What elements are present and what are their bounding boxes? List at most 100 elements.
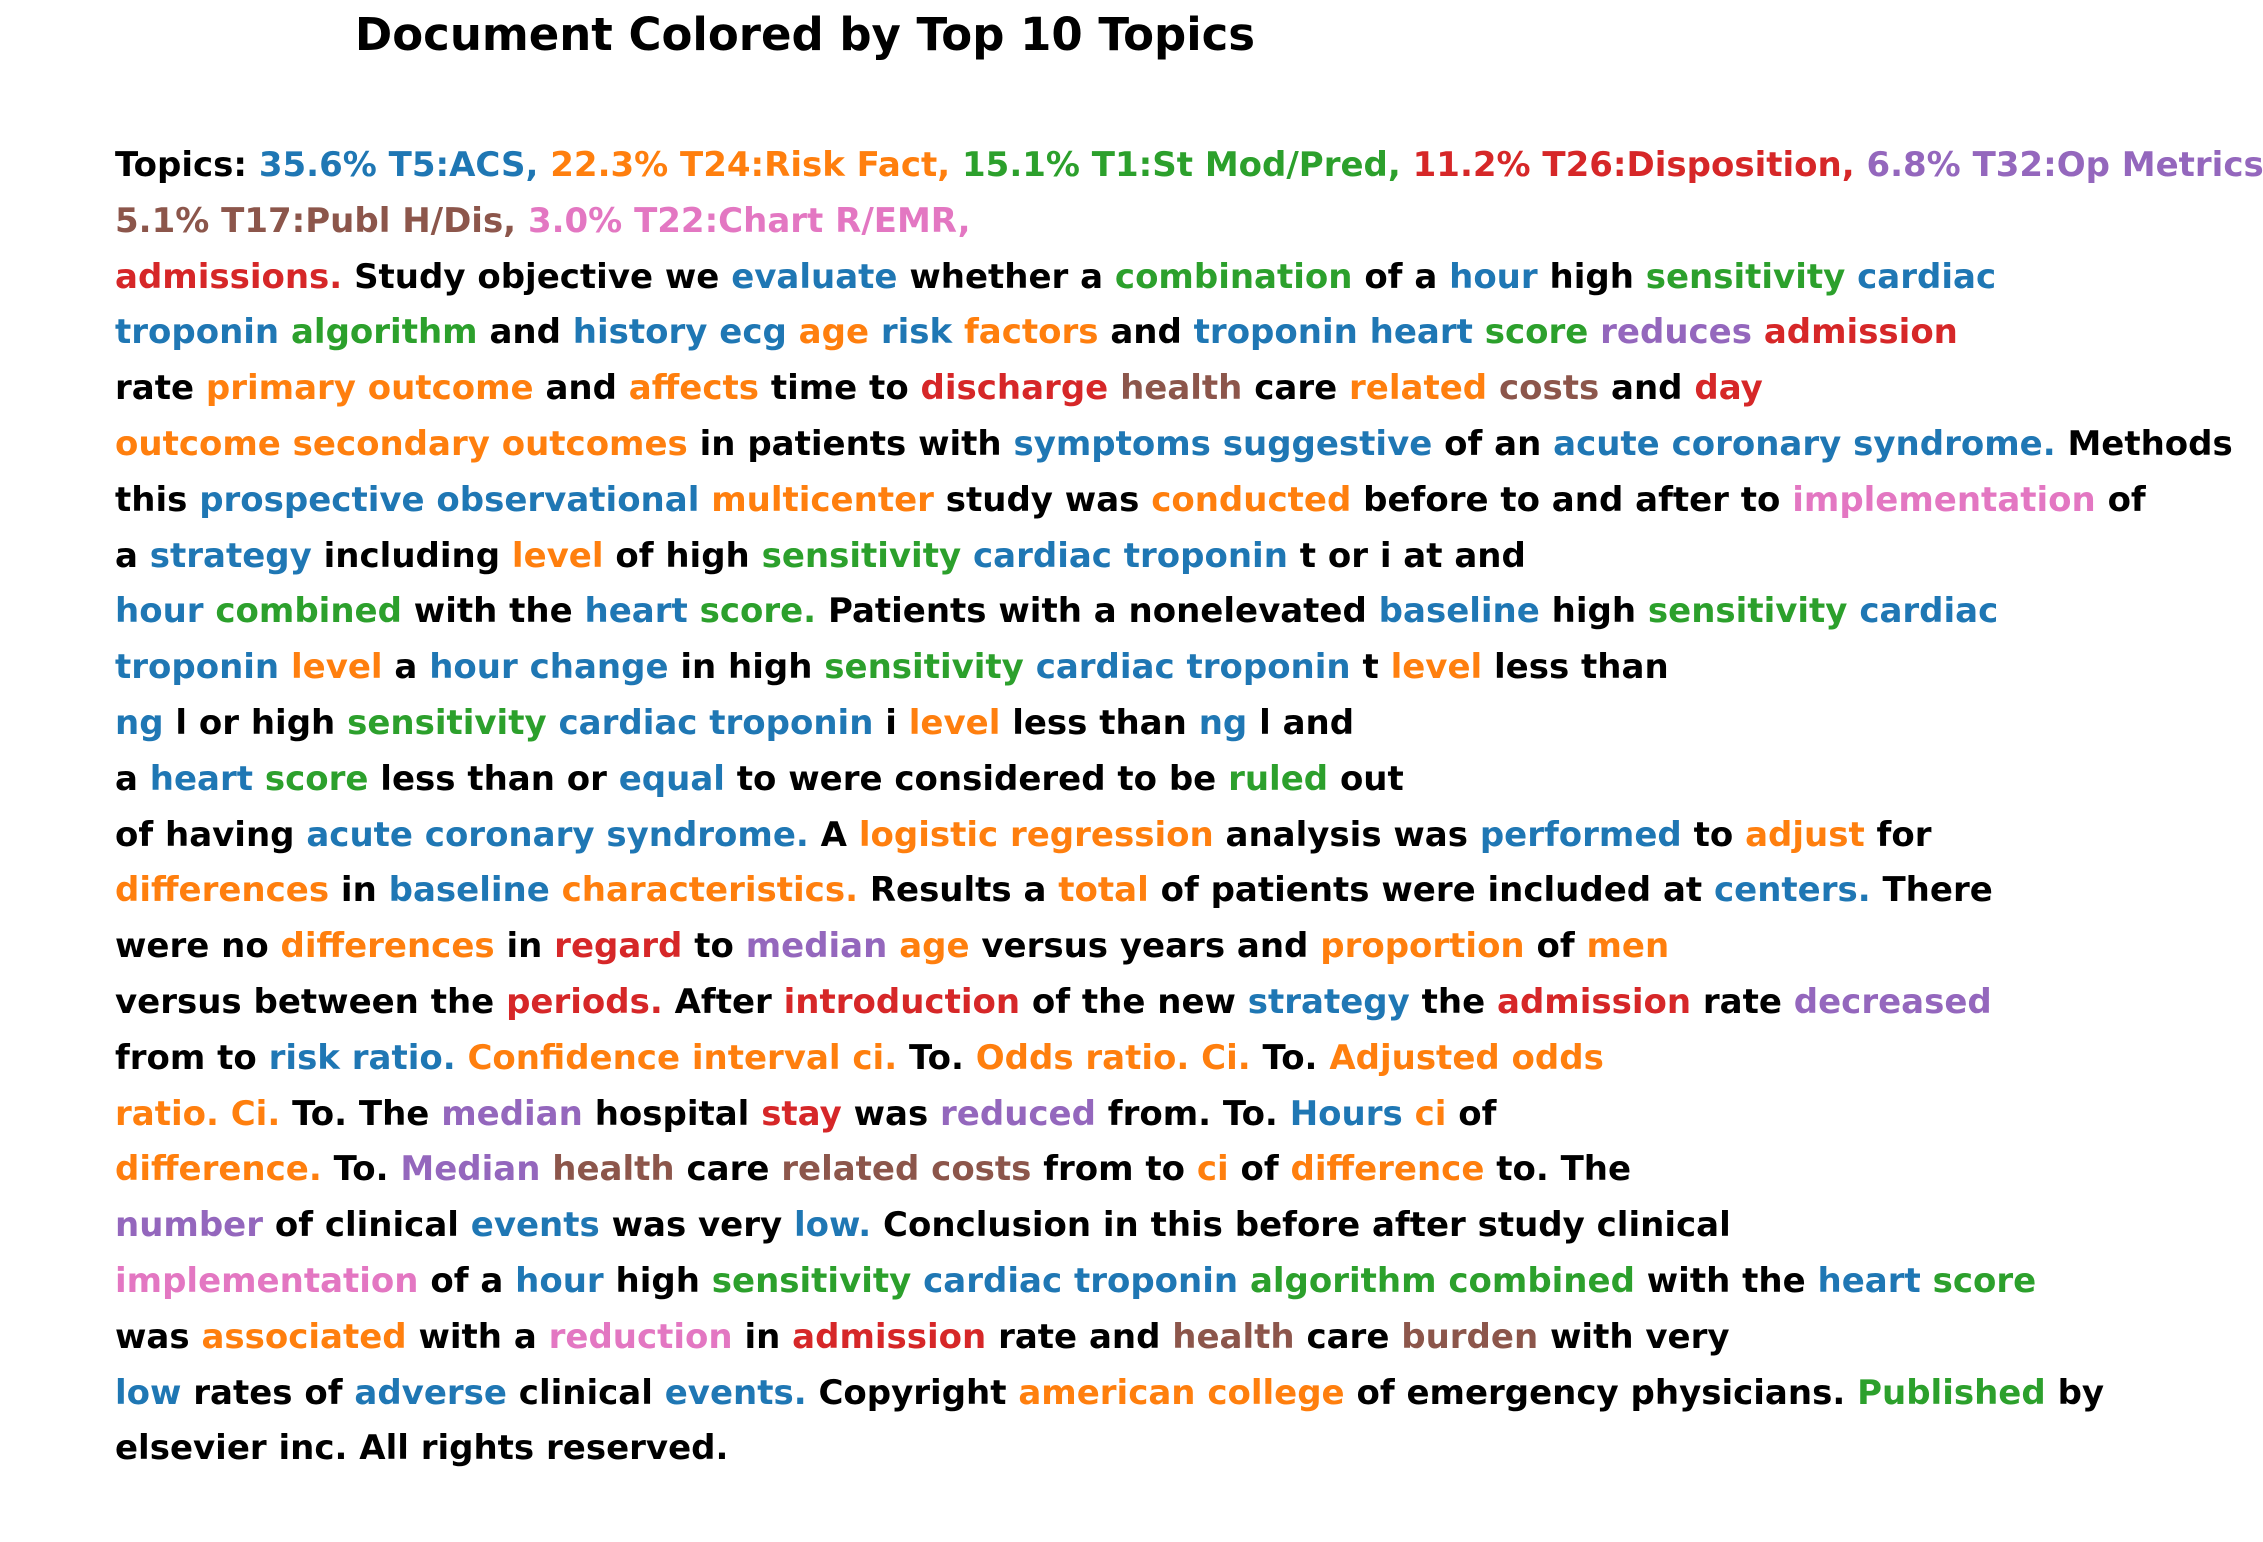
topic-word-brown: related costs — [781, 1149, 1032, 1190]
topic-word-orange: level — [908, 702, 1001, 743]
topic-word-orange: related — [1349, 368, 1488, 409]
topic-word-brown: health — [552, 1149, 675, 1190]
plain-text-segment: high — [1551, 591, 1637, 632]
topic-word-orange: Adjusted odds — [1329, 1037, 1604, 1078]
topic-word-purple: number — [115, 1205, 264, 1246]
topic-word-purple: Median — [400, 1149, 541, 1190]
plain-text-segment: with a — [418, 1316, 537, 1357]
document-line: admissions. Study objective we evaluate … — [115, 250, 2245, 306]
topic-word-green: sensitivity — [824, 647, 1024, 688]
topic-word-green: algorithm combined — [1249, 1260, 1635, 1301]
colored-document: Topics: 35.6% T5:ACS, 22.3% T24:Risk Fac… — [115, 138, 2263, 1477]
plain-text-segment: by — [2057, 1372, 2105, 1413]
topic-word-pink: implementation — [115, 1260, 419, 1301]
plain-text-segment: elsevier inc. All rights reserved. — [115, 1428, 729, 1469]
document-line: differences in baseline characteristics.… — [115, 863, 2245, 919]
topic-word-green: sensitivity — [1645, 256, 1846, 297]
topic-word-green: algorithm — [290, 312, 478, 353]
plain-text-segment: of — [1240, 1149, 1279, 1190]
plain-text-segment: were no — [115, 926, 269, 967]
plain-text-segment: less than — [1494, 647, 1669, 688]
topic-word-blue: heart — [584, 591, 688, 632]
topic-word-blue: hour — [515, 1260, 604, 1301]
topic-word-blue: 35.6% T5:ACS, — [258, 145, 539, 185]
topic-word-purple: reduced — [940, 1093, 1096, 1134]
topic-word-pink: reduction — [548, 1316, 733, 1357]
plain-text-segment: After — [674, 981, 772, 1022]
topic-word-blue: cardiac troponin — [972, 535, 1288, 576]
plain-text-segment: clinical — [518, 1372, 653, 1413]
document-line: elsevier inc. All rights reserved. — [115, 1421, 2245, 1477]
plain-text-segment: care — [1306, 1316, 1390, 1357]
topic-legend-line: 5.1% T17:Publ H/Dis, 3.0% T22:Chart R/EM… — [115, 194, 2245, 250]
plain-text-segment: To. — [1262, 1037, 1318, 1078]
plain-text-segment: care — [686, 1149, 770, 1190]
topic-word-orange: age — [798, 312, 869, 353]
plain-text-segment: a — [115, 535, 138, 576]
plain-text-segment: Topics: — [115, 145, 248, 185]
plain-text-segment: of — [2107, 479, 2146, 520]
plain-text-segment: of clinical — [274, 1205, 459, 1246]
topic-legend-line: Topics: 35.6% T5:ACS, 22.3% T24:Risk Fac… — [115, 138, 2263, 194]
topic-word-orange: differences — [115, 870, 330, 911]
plain-text-segment: in patients with — [699, 423, 1002, 464]
topic-word-blue: hour change — [429, 647, 669, 688]
topic-word-orange: multicenter — [711, 479, 934, 520]
plain-text-segment: analysis was — [1225, 814, 1468, 855]
plain-text-segment: the — [1421, 981, 1486, 1022]
topic-word-orange: difference — [1290, 1149, 1485, 1190]
topic-word-green: score — [1484, 312, 1589, 353]
plain-text-segment: of having — [115, 814, 295, 855]
document-line: a heart score less than or equal to were… — [115, 752, 2245, 808]
plain-text-segment: time to — [770, 368, 909, 409]
plain-text-segment: in — [340, 870, 377, 911]
plain-text-segment: from to — [115, 1037, 257, 1078]
topic-word-orange: men — [1586, 926, 1670, 967]
document-line: implementation of a hour high sensitivit… — [115, 1254, 2245, 1310]
topic-word-blue: cardiac — [1857, 256, 1997, 297]
topic-word-orange: factors — [963, 312, 1099, 353]
plain-text-segment: for — [1876, 814, 1932, 855]
topic-word-red: admission — [1497, 981, 1692, 1022]
topic-word-orange: characteristics. — [561, 870, 858, 911]
topic-word-blue: performed — [1479, 814, 1682, 855]
topic-word-blue: cardiac troponin — [558, 702, 874, 743]
plain-text-segment: and — [489, 312, 561, 353]
topic-word-blue: hour — [115, 591, 204, 632]
topic-word-blue: history ecg — [572, 312, 787, 353]
topic-word-orange: difference. — [115, 1149, 322, 1190]
topic-word-orange: affects — [628, 368, 759, 409]
plain-text-segment: rate — [1702, 981, 1782, 1022]
topic-word-orange: ci — [1414, 1093, 1447, 1134]
topic-word-blue: acute coronary syndrome. — [1553, 423, 2056, 464]
plain-text-segment: and — [545, 368, 617, 409]
topic-word-blue: cardiac troponin — [923, 1260, 1239, 1301]
plain-text-segment: with the — [413, 591, 573, 632]
plain-text-segment: was very — [611, 1205, 783, 1246]
document-line: from to risk ratio. Confidence interval … — [115, 1031, 2245, 1087]
topic-word-brown: burden — [1401, 1316, 1539, 1357]
document-line: rate primary outcome and affects time to… — [115, 361, 2245, 417]
topic-word-purple: decreased — [1793, 981, 1992, 1022]
plain-text-segment: hospital — [594, 1093, 750, 1134]
topic-word-blue: ng — [115, 702, 164, 743]
topic-word-green: Published — [1857, 1372, 2046, 1413]
topic-word-green: combined — [215, 591, 402, 632]
topic-word-blue: hour — [1449, 256, 1538, 297]
plain-text-segment: was — [115, 1316, 190, 1357]
topic-word-red: admissions. — [115, 256, 343, 297]
topic-word-orange: proportion — [1320, 926, 1525, 967]
topic-word-orange: level — [1390, 647, 1483, 688]
topic-word-orange: level — [290, 647, 383, 688]
plain-text-segment: i — [885, 702, 897, 743]
topic-word-orange: total — [1058, 870, 1149, 911]
topic-word-orange: Odds ratio. Ci. — [975, 1037, 1251, 1078]
topic-word-green: sensitivity — [347, 702, 547, 743]
topic-word-purple: 6.8% T32:Op Metrics, — [1866, 145, 2263, 185]
plain-text-segment: in high — [680, 647, 813, 688]
plain-text-segment: versus between the — [115, 981, 495, 1022]
topic-word-blue: acute coronary syndrome. — [306, 814, 809, 855]
topic-word-orange: american college — [1018, 1372, 1345, 1413]
document-line: were no differences in regard to median … — [115, 919, 2245, 975]
topic-word-orange: logistic regression — [858, 814, 1214, 855]
